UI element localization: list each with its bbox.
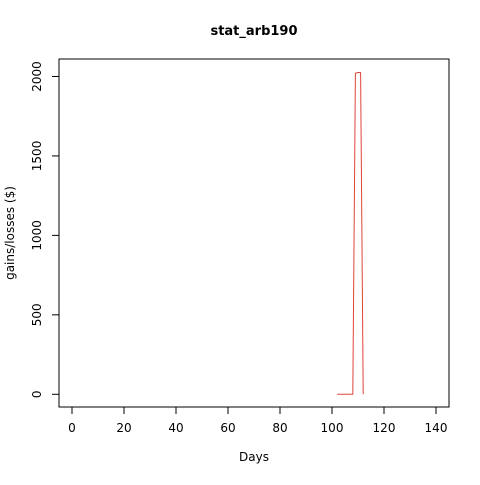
x-tick-label: 140 <box>425 421 448 435</box>
series-line <box>337 72 364 395</box>
x-tick-label: 80 <box>272 421 287 435</box>
x-tick-label: 100 <box>321 421 344 435</box>
x-axis: 0 20 40 60 80 100 120 140 <box>68 407 447 435</box>
plot-area-frame <box>58 58 450 408</box>
series-layer <box>337 72 364 395</box>
x-tick-label: 20 <box>116 421 131 435</box>
x-tick-label: 40 <box>168 421 183 435</box>
x-tick-label: 60 <box>220 421 235 435</box>
y-tick-label: 1500 <box>30 141 44 172</box>
y-tick-label: 1000 <box>30 220 44 251</box>
x-tick-label: 120 <box>373 421 396 435</box>
y-tick-label: 500 <box>30 303 44 326</box>
y-tick-label: 2000 <box>30 61 44 92</box>
x-axis-label: Days <box>239 450 269 464</box>
y-tick-label: 0 <box>30 390 44 398</box>
chart-title: stat_arb190 <box>210 24 297 39</box>
y-axis-label: gains/losses ($) <box>3 186 17 280</box>
y-axis: 0 500 1000 1500 2000 <box>30 61 59 398</box>
x-tick-label: 0 <box>68 421 76 435</box>
